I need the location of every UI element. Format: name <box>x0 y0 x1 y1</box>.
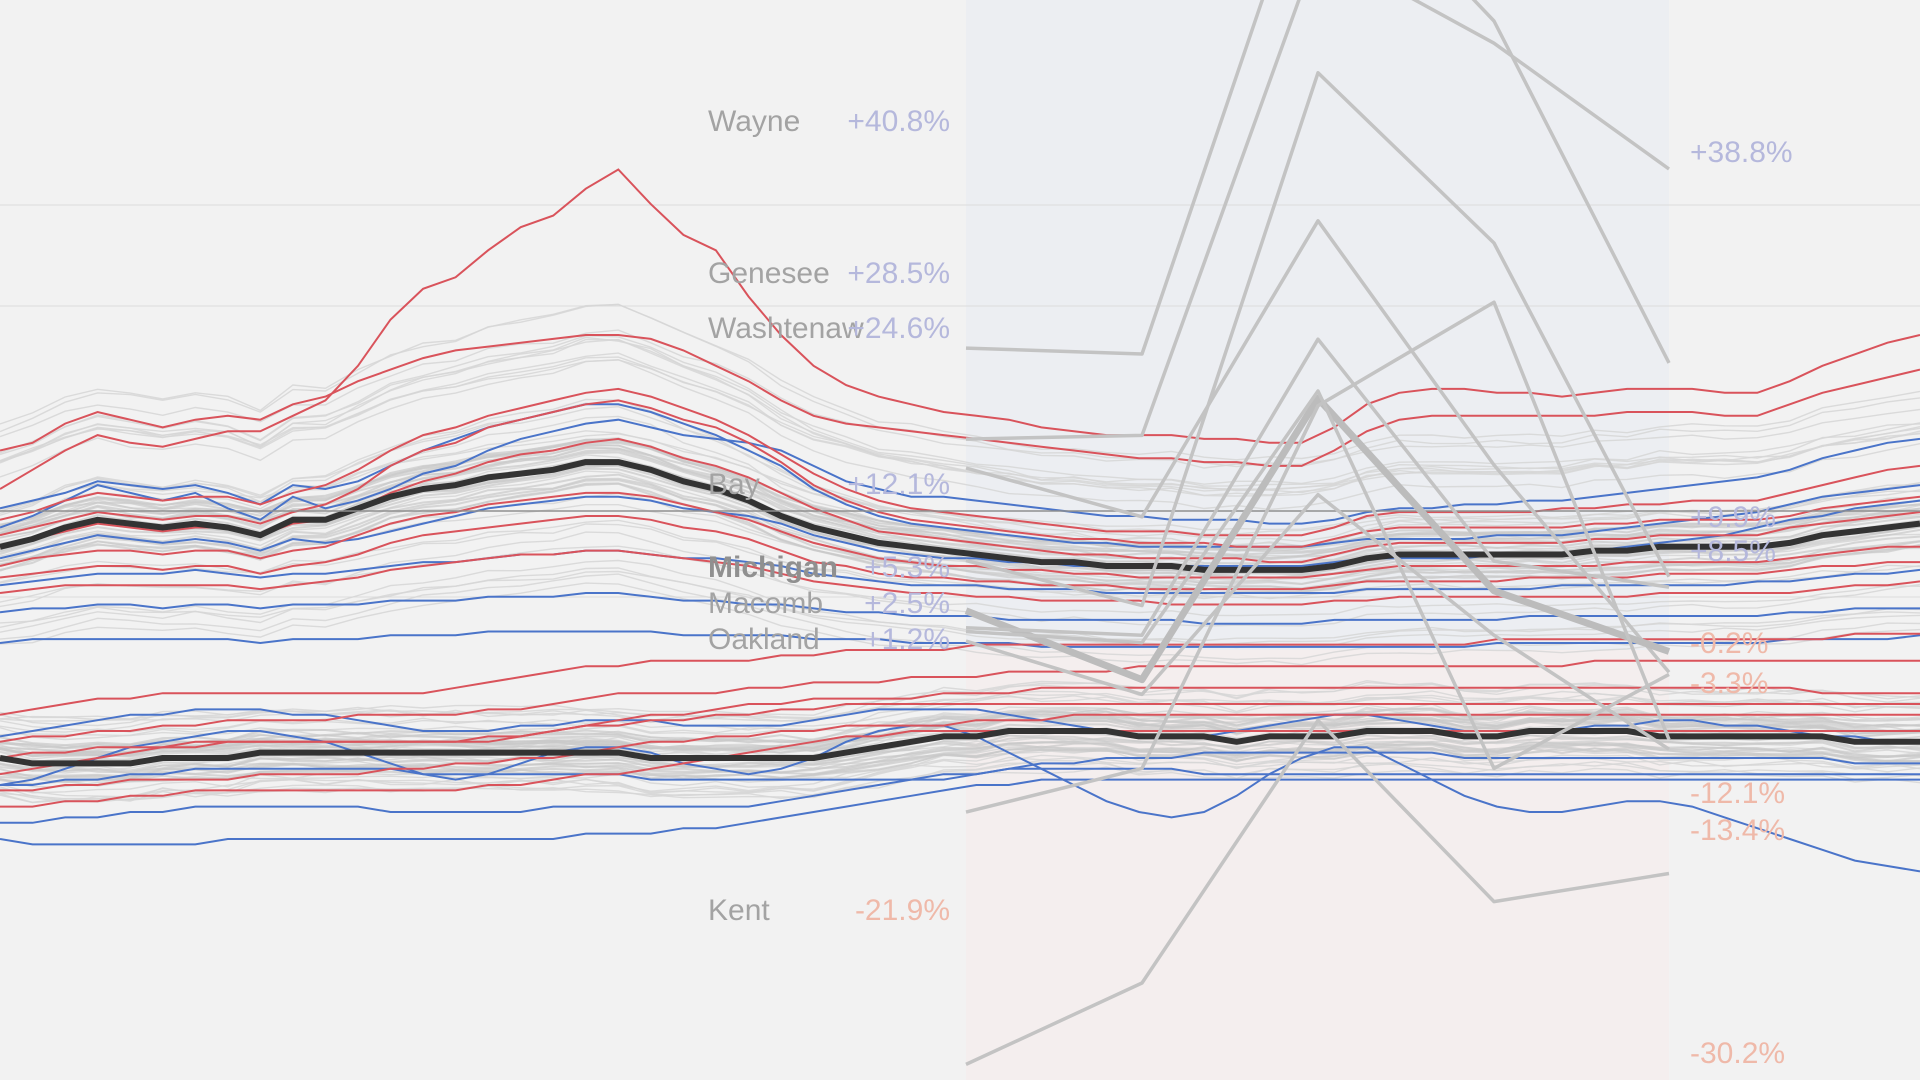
context-line <box>0 567 1920 649</box>
slope-line <box>965 492 1670 751</box>
county-name-label: Washtenaw <box>708 312 864 345</box>
start-change-label: +12.1% <box>847 468 950 501</box>
rep-county-line <box>0 168 1920 490</box>
context-line <box>0 582 1920 666</box>
slope-line <box>965 0 1671 441</box>
end-change-label: -0.2% <box>1690 627 1768 660</box>
context-line <box>0 482 1920 595</box>
slope-line <box>965 389 1670 771</box>
context-line <box>0 329 1920 469</box>
bottom-panel-lines <box>0 632 1920 873</box>
end-change-label: +9.9% <box>1690 501 1776 534</box>
dem-county-line <box>0 630 1920 648</box>
context-line <box>0 720 1920 757</box>
county-name-label: Kent <box>708 894 770 927</box>
dem-county-line <box>0 778 1920 846</box>
dem-county-line <box>0 767 1920 824</box>
slope-line <box>965 300 1671 814</box>
end-change-label: -13.4% <box>1690 814 1785 847</box>
start-change-label: +1.2% <box>864 623 950 656</box>
rep-county-line <box>0 632 1920 716</box>
county-name-label: Bay <box>708 468 760 501</box>
context-line <box>0 742 1920 780</box>
context-line <box>0 303 1920 468</box>
end-change-label: -3.3% <box>1690 667 1768 700</box>
rep-county-line <box>0 334 1920 467</box>
context-line <box>0 359 1920 487</box>
slope-line <box>965 219 1671 674</box>
context-line <box>0 443 1920 556</box>
slope-line <box>965 718 1670 1066</box>
rep-county-line <box>0 399 1920 548</box>
dem-county-line <box>0 708 1920 743</box>
rep-county-line <box>0 713 1920 792</box>
context-line <box>0 740 1920 778</box>
context-line <box>0 303 1920 461</box>
context-line <box>0 440 1920 549</box>
state-line <box>0 728 1920 767</box>
context-line <box>0 745 1920 784</box>
context-line <box>0 405 1920 543</box>
context-line <box>0 759 1920 804</box>
county-name-label: Macomb <box>708 587 823 620</box>
context-line <box>0 519 1920 600</box>
context-line <box>0 356 1920 492</box>
end-change-label: -12.1% <box>1690 777 1785 810</box>
start-change-label: +28.5% <box>847 257 950 290</box>
dem-county-line <box>0 549 1920 594</box>
start-change-label: -21.9% <box>855 894 950 927</box>
county-name-label: Wayne <box>708 105 800 138</box>
slope-line-state <box>964 394 1671 684</box>
dem-county-line <box>0 403 1920 548</box>
slope-line <box>965 0 1671 364</box>
rep-county-line <box>0 549 1920 606</box>
slope-line <box>965 337 1670 637</box>
rep-county-line <box>0 387 1920 537</box>
dem-county-line <box>0 592 1920 625</box>
state-name-label: Michigan <box>708 551 838 584</box>
context-line <box>0 690 1920 741</box>
context-line <box>0 545 1920 617</box>
end-change-label: -30.2% <box>1690 1037 1785 1070</box>
context-line <box>0 766 1920 803</box>
context-line <box>0 451 1920 565</box>
context-line <box>0 717 1920 758</box>
county-name-label: Oakland <box>708 623 820 656</box>
context-line <box>0 735 1920 775</box>
context-line <box>0 762 1920 804</box>
end-change-label: +8.5% <box>1690 535 1776 568</box>
slope-lines <box>964 0 1671 1066</box>
state-line <box>0 459 1920 573</box>
context-line <box>0 336 1920 497</box>
start-change-label: +40.8% <box>847 105 950 138</box>
context-line <box>0 338 1920 485</box>
context-line <box>0 398 1920 547</box>
context-line <box>0 358 1920 511</box>
county-name-label: Genesee <box>708 257 830 290</box>
dem-county-line <box>0 751 1920 786</box>
start-change-label: +2.5% <box>864 587 950 620</box>
slope-line <box>965 71 1671 608</box>
rep-county-line <box>0 659 1920 743</box>
context-line <box>0 531 1920 627</box>
start-change-label: +24.6% <box>847 312 950 345</box>
context-line <box>0 470 1920 582</box>
end-change-label: +38.8% <box>1690 136 1793 169</box>
slope-labels: Wayne +40.8%+38.8%Genesee +28.5%Washtenaw+… <box>708 105 1793 1070</box>
context-line <box>0 754 1920 798</box>
start-change-label: +5.3% <box>864 551 950 584</box>
